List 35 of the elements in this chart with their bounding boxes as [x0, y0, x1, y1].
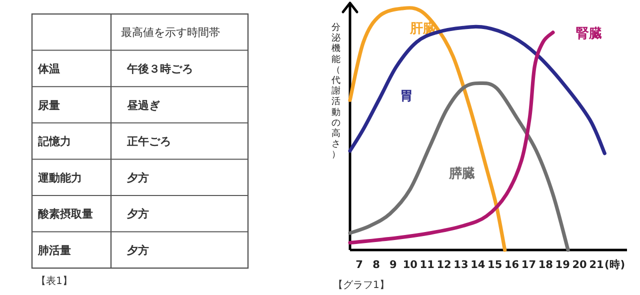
x-tick-label: 10 — [402, 259, 418, 271]
x-tick-label: 14 — [470, 259, 486, 271]
x-tick-label: 11 — [420, 259, 434, 271]
x-tick-label: 15 — [488, 259, 502, 271]
x-tick-label: 13 — [454, 259, 468, 271]
text: 午後３時ごろ — [126, 62, 193, 76]
text: 記憶力 — [37, 135, 71, 148]
x-tick-label: 21 — [589, 259, 604, 271]
x-tick-label: 9 — [390, 259, 397, 271]
series-label: 膵臓 — [448, 166, 476, 182]
text: 運動能力 — [37, 171, 82, 184]
text: 最高値を示す時間帯 — [121, 26, 220, 40]
x-tick-label: 19 — [555, 259, 570, 271]
text: 肺活量 — [37, 244, 71, 257]
x-tick-label: 20 — [572, 259, 587, 271]
x-axis-title: (時) — [604, 258, 626, 271]
text: 尿量 — [37, 98, 60, 112]
text: 夕方 — [126, 171, 149, 184]
x-tick-label: 12 — [436, 259, 452, 271]
text: 【表1】 — [36, 275, 72, 288]
x-tick-label: 18 — [538, 259, 553, 271]
text: 分泌機能（代謝活動の高さ） — [332, 23, 340, 160]
x-tick-label: 7 — [356, 259, 363, 271]
text: 【グラフ1】 — [333, 279, 390, 291]
text: 正午ごろ — [126, 135, 171, 148]
x-tick-label: 8 — [372, 259, 380, 271]
series-label: 腎臓 — [576, 26, 602, 42]
text: 夕方 — [126, 244, 149, 257]
x-tick-label: 17 — [521, 259, 536, 271]
text: 体温 — [37, 62, 60, 76]
series-label: 胃 — [400, 89, 413, 104]
text: 夕方 — [126, 208, 149, 221]
text: 昼過ぎ — [126, 98, 160, 112]
x-tick-label: 16 — [504, 259, 520, 271]
text: 酸素摂取量 — [38, 208, 93, 221]
